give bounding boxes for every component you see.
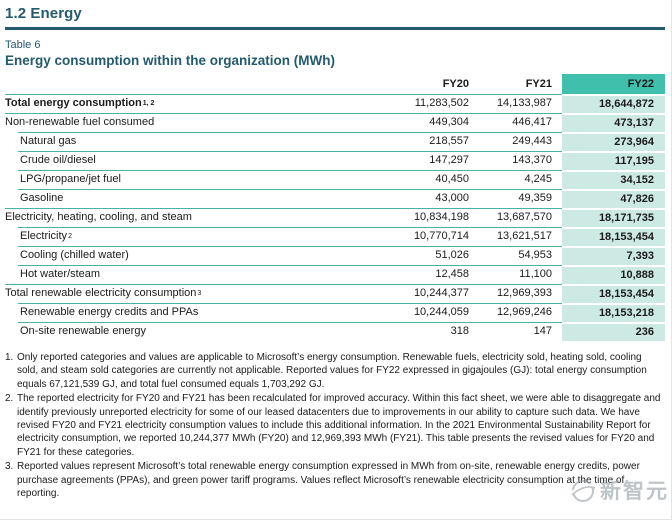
table-row: Renewable energy credits and PPAs 10,244… bbox=[5, 303, 665, 322]
fy20-value: 10,244,059 bbox=[413, 306, 469, 318]
row-label: Gasoline bbox=[20, 192, 64, 204]
fy21-value: 54,953 bbox=[518, 249, 552, 261]
fy20-value: 43,000 bbox=[435, 192, 469, 204]
fy21-value: 12,969,393 bbox=[496, 287, 552, 299]
footnote-item: 1. Only reported categories and values a… bbox=[5, 351, 665, 391]
row-label: Electricity, heating, cooling, and steam bbox=[5, 211, 192, 223]
fy22-value: 18,153,454 bbox=[562, 227, 665, 246]
fy22-value: 236 bbox=[562, 322, 665, 341]
fy22-value: 10,888 bbox=[562, 265, 665, 284]
fy21-value: 4,245 bbox=[524, 173, 552, 185]
footnote-text: Only reported categories and values are … bbox=[17, 352, 647, 390]
column-header-fy22: FY22 bbox=[562, 74, 665, 94]
table-row: Electricity 2 10,770,714 13,621,517 18,15… bbox=[5, 227, 665, 246]
footnote-item: 3. Reported values represent Microsoft’s… bbox=[5, 460, 665, 500]
fy22-value: 7,393 bbox=[562, 246, 665, 265]
footnote-item: 2. The reported electricity for FY20 and… bbox=[5, 392, 665, 459]
footnote-number: 1. bbox=[5, 352, 14, 363]
fy21-value: 12,969,246 bbox=[496, 306, 552, 318]
column-header-fy20: FY20 bbox=[442, 77, 469, 90]
fy22-value: 18,153,454 bbox=[562, 284, 665, 303]
table-row: Electricity, heating, cooling, and steam… bbox=[5, 208, 665, 227]
fy20-value: 449,304 bbox=[429, 116, 469, 128]
footnote-text: Reported values represent Microsoft’s to… bbox=[17, 461, 640, 500]
table-row: LPG/propane/jet fuel 40,450 4,245 34,152 bbox=[5, 170, 665, 189]
fy21-value: 11,100 bbox=[519, 268, 552, 280]
fy20-value: 10,244,377 bbox=[413, 287, 469, 299]
fy22-value: 18,644,872 bbox=[562, 94, 665, 113]
fy22-value: 34,152 bbox=[562, 170, 665, 189]
table-row: Non-renewable fuel consumed 449,304 446,… bbox=[5, 113, 665, 132]
fy22-value: 18,171,735 bbox=[562, 208, 665, 227]
section-divider-rule bbox=[5, 27, 665, 30]
fy22-value: 47,826 bbox=[562, 189, 665, 208]
fy20-value: 10,770,714 bbox=[413, 230, 469, 242]
fy21-value: 143,370 bbox=[512, 154, 552, 166]
fy22-value: 473,137 bbox=[562, 113, 665, 132]
fy21-value: 14,133,987 bbox=[496, 97, 552, 109]
fy22-value: 18,153,218 bbox=[562, 303, 665, 322]
table-title: Energy consumption within the organizati… bbox=[5, 53, 335, 68]
table-row: Total energy consumption 1, 2 11,283,502 … bbox=[5, 94, 665, 113]
row-label: Electricity 2 bbox=[20, 230, 72, 242]
table-row: Gasoline 43,000 49,359 47,826 bbox=[5, 189, 665, 208]
fy21-value: 13,621,517 bbox=[496, 230, 552, 242]
energy-consumption-table: FY20 FY21 FY22 Total energy consumption 1… bbox=[5, 74, 665, 341]
table-header-row: FY20 FY21 FY22 bbox=[5, 74, 665, 94]
fy20-value: 40,450 bbox=[435, 173, 469, 185]
fy21-value: 13,687,570 bbox=[496, 211, 552, 223]
row-label: Renewable energy credits and PPAs bbox=[20, 306, 199, 318]
section-title: 1.2 Energy bbox=[5, 5, 82, 22]
table-body: Total energy consumption 1, 2 11,283,502 … bbox=[5, 94, 665, 341]
fy20-value: 11,283,502 bbox=[414, 97, 469, 109]
footnote-number: 3. bbox=[5, 461, 14, 473]
row-label: Hot water/steam bbox=[20, 268, 101, 280]
fy21-value: 49,359 bbox=[518, 192, 552, 204]
table-number-label: Table 6 bbox=[5, 39, 41, 51]
fy20-value: 147,297 bbox=[429, 154, 469, 166]
table-row: On-site renewable energy 318 147 236 bbox=[5, 322, 665, 341]
fy22-value: 273,964 bbox=[562, 132, 665, 151]
row-label: Crude oil/diesel bbox=[20, 154, 96, 166]
row-label: On-site renewable energy bbox=[20, 325, 146, 337]
table-row: Hot water/steam 12,458 11,100 10,888 bbox=[5, 265, 665, 284]
column-header-fy21: FY21 bbox=[525, 77, 552, 90]
row-label: Total renewable electricity consumption 3 bbox=[5, 287, 202, 299]
footnotes-section: 1. Only reported categories and values a… bbox=[5, 351, 665, 500]
row-label: LPG/propane/jet fuel bbox=[20, 173, 121, 185]
fy20-value: 12,458 bbox=[435, 268, 469, 280]
fy22-value: 117,195 bbox=[562, 151, 665, 170]
row-label: Natural gas bbox=[20, 135, 77, 147]
fy21-value: 249,443 bbox=[512, 135, 552, 147]
row-label: Total energy consumption 1, 2 bbox=[5, 97, 155, 109]
fy20-value: 10,834,198 bbox=[413, 211, 469, 223]
fy21-value: 147 bbox=[533, 325, 552, 337]
footnote-text: The reported electricity for FY20 and FY… bbox=[17, 393, 661, 458]
fy20-value: 318 bbox=[450, 325, 469, 337]
row-label: Non-renewable fuel consumed bbox=[5, 116, 155, 128]
table-row: Cooling (chilled water) 51,026 54,953 7,… bbox=[5, 246, 665, 265]
fy20-value: 218,557 bbox=[429, 135, 469, 147]
fy21-value: 446,417 bbox=[512, 116, 552, 128]
row-label: Cooling (chilled water) bbox=[20, 249, 129, 261]
footnote-number: 2. bbox=[5, 393, 14, 405]
header-spacer-cell bbox=[5, 74, 309, 94]
table-row: Total renewable electricity consumption 3… bbox=[5, 284, 665, 303]
fy20-value: 51,026 bbox=[435, 249, 469, 261]
table-row: Natural gas 218,557 249,443 273,964 bbox=[5, 132, 665, 151]
table-row: Crude oil/diesel 147,297 143,370 117,195 bbox=[5, 151, 665, 170]
